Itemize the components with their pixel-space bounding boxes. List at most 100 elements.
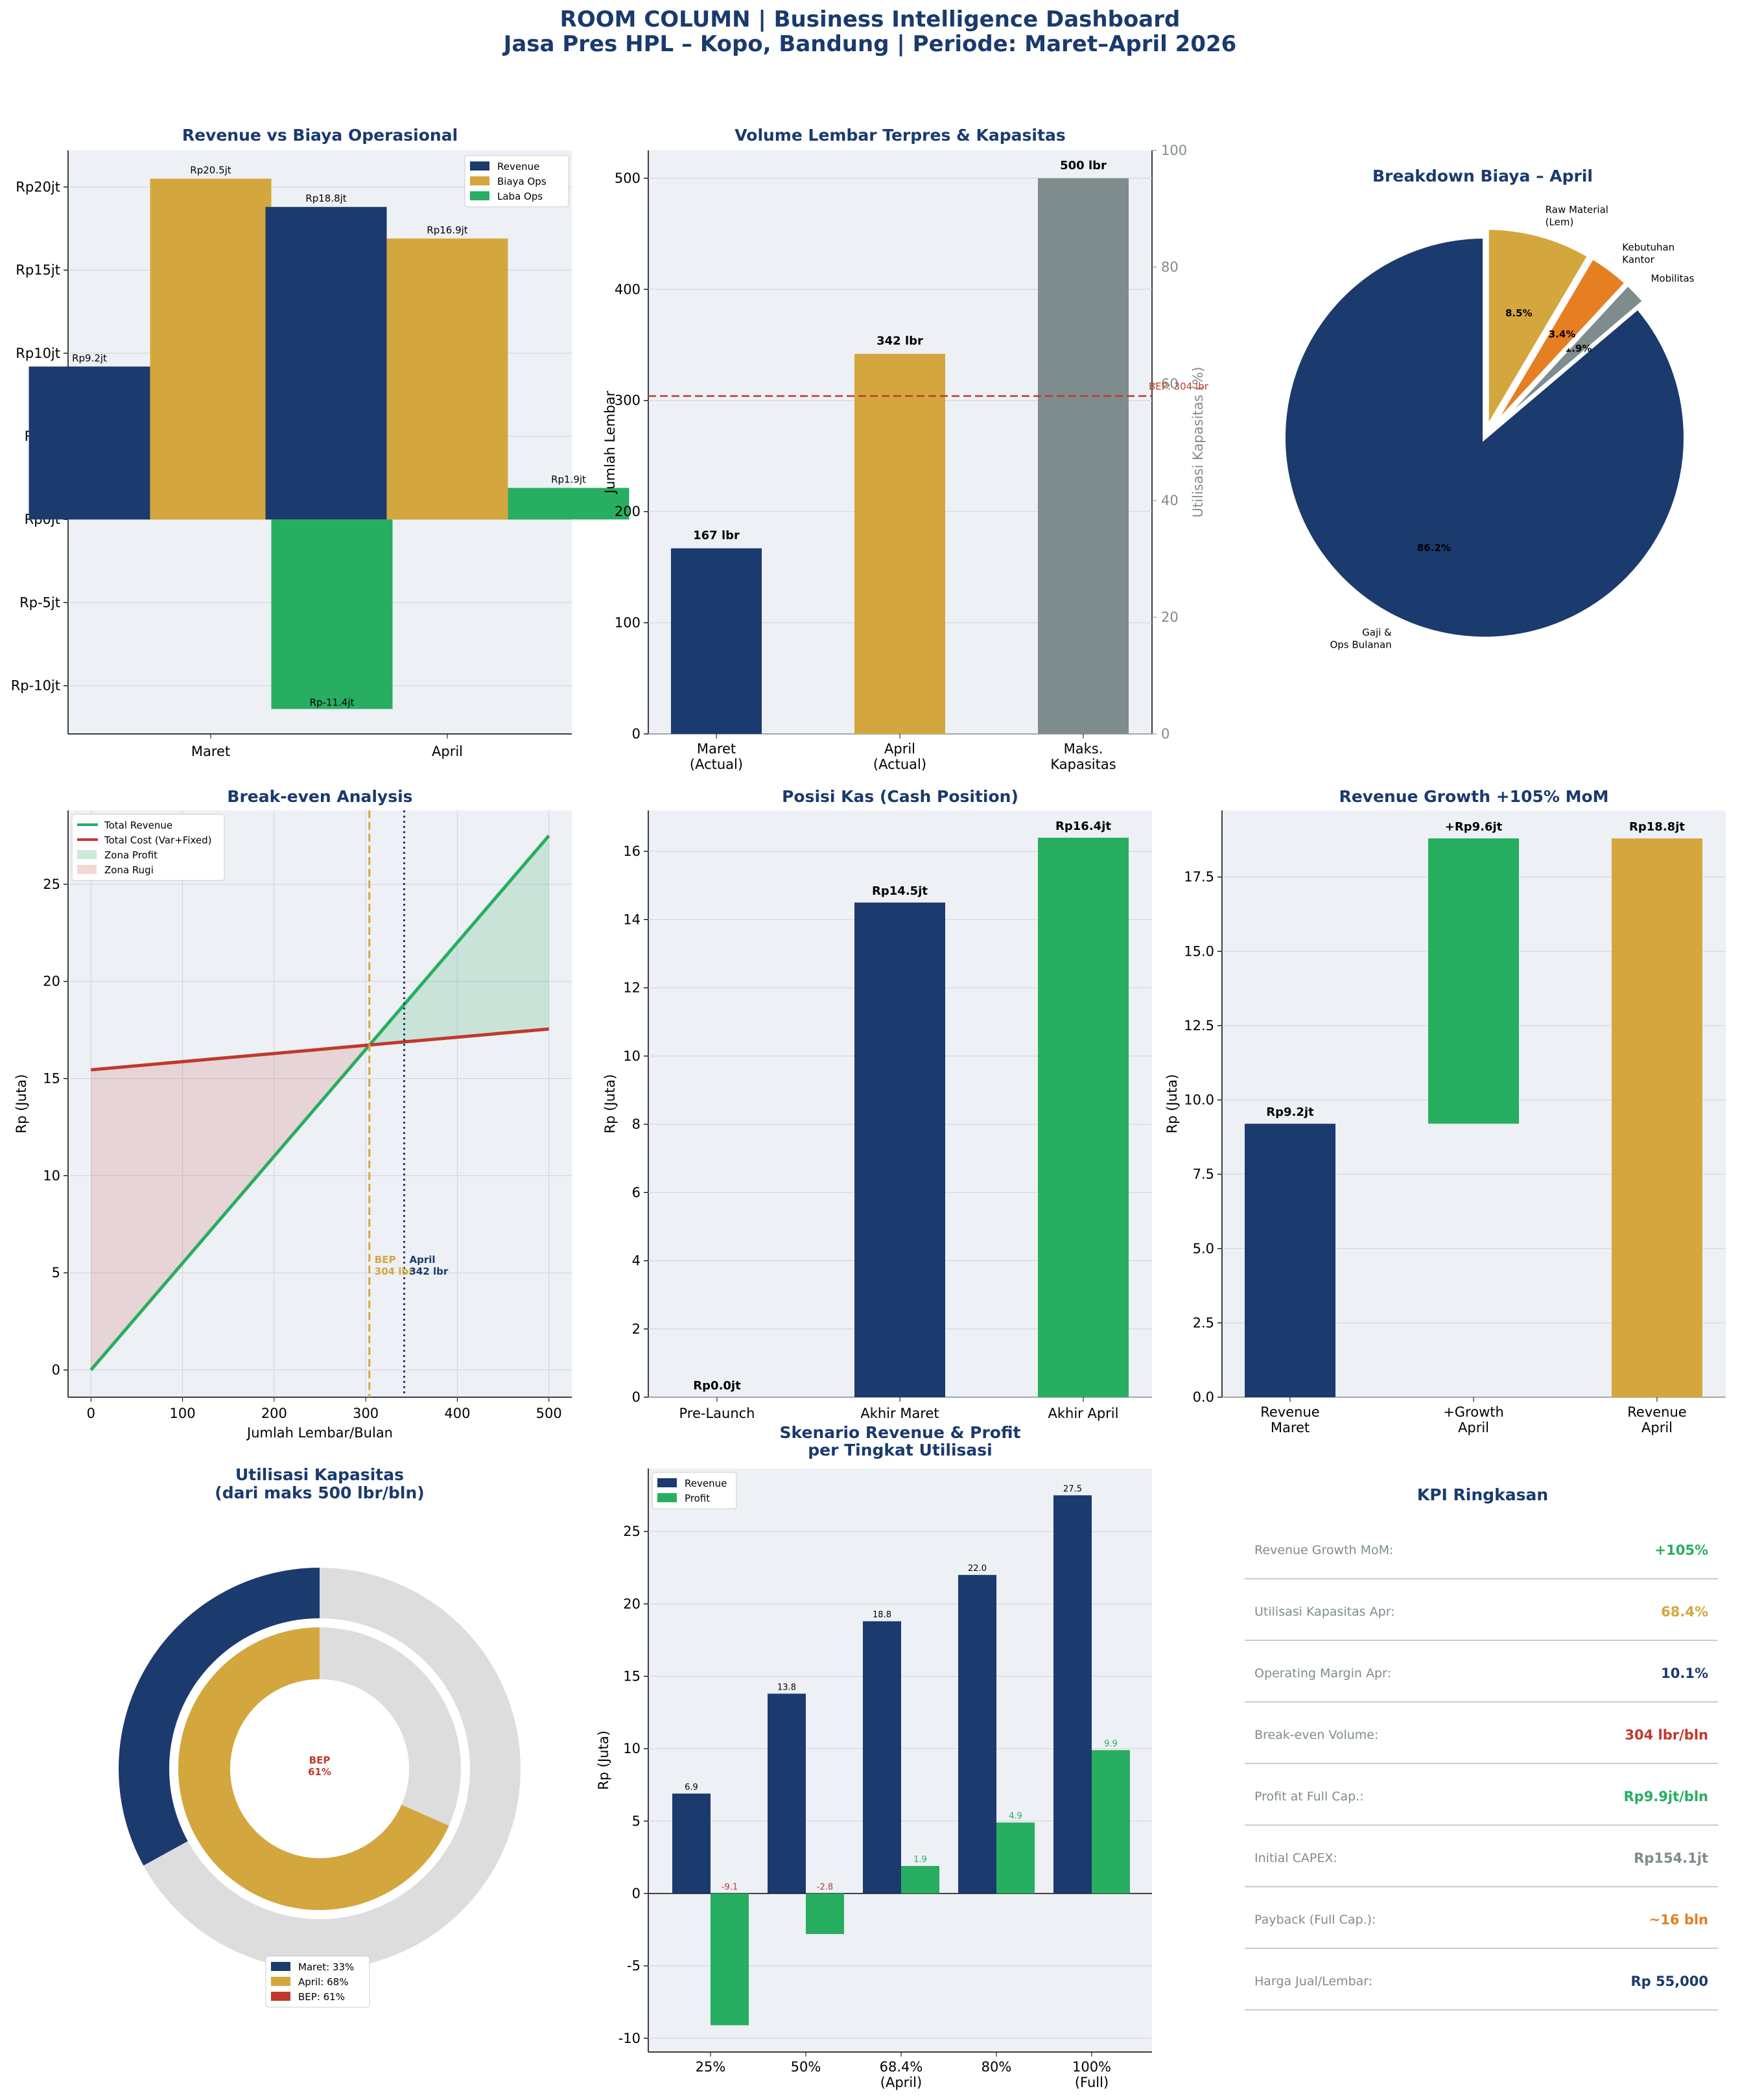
y-tick-label: 300 bbox=[615, 393, 641, 408]
x-tick-label: Revenue April bbox=[1627, 1404, 1686, 1435]
pie-slice-label: Mobilitas bbox=[1651, 273, 1694, 285]
y-tick-label: -10 bbox=[618, 2031, 641, 2046]
chart-title: Posisi Kas (Cash Position) bbox=[782, 787, 1018, 806]
bar-value-label: 342 lbr bbox=[876, 335, 923, 348]
dashboard-subtitle: Jasa Pres HPL – Kopo, Bandung | Periode:… bbox=[503, 31, 1237, 57]
pie-slice-label: Gaji & Ops Bulanan bbox=[1330, 626, 1392, 650]
pie-percent-label: 1.9% bbox=[1565, 343, 1592, 355]
bar-value-label: Rp0.0jt bbox=[693, 1379, 741, 1393]
y-axis-label: Jumlah Lembar bbox=[602, 391, 618, 495]
legend-label: Revenue bbox=[685, 1478, 727, 1489]
cash-bar bbox=[1038, 838, 1129, 1397]
y2-tick-label: 0 bbox=[1161, 726, 1170, 742]
kpi-title: KPI Ringkasan bbox=[1417, 1485, 1548, 1504]
y-tick-label: Rp10jt bbox=[16, 346, 60, 361]
y-tick-label: Rp-5jt bbox=[19, 595, 60, 610]
x-tick-label: 100 bbox=[170, 1406, 196, 1421]
y2-tick-label: 20 bbox=[1161, 609, 1179, 625]
legend-label: Total Revenue bbox=[104, 820, 172, 831]
x-tick-label: 400 bbox=[444, 1406, 470, 1421]
legend-label: Total Cost (Var+Fixed) bbox=[104, 834, 212, 846]
kpi-label: Operating Margin Apr: bbox=[1254, 1666, 1391, 1681]
legend-box bbox=[265, 1955, 370, 2008]
center-label: BEP 61% bbox=[308, 1754, 331, 1778]
legend-label: Maret: 33% bbox=[298, 1961, 354, 1973]
x-tick-label: 80% bbox=[982, 2059, 1012, 2075]
volume-capacity-chart: Volume Lembar Terpres & Kapasitas0100200… bbox=[602, 126, 1209, 772]
legend-swatch bbox=[77, 850, 97, 859]
y-tick-label: 4 bbox=[632, 1253, 641, 1269]
legend-label: Laba Ops bbox=[497, 191, 543, 202]
volume-bar bbox=[1038, 178, 1129, 734]
bep-label: BEP: 304 lbr bbox=[1149, 381, 1209, 392]
x-tick-label: Maret (Actual) bbox=[690, 741, 743, 772]
bar-value-label: Rp9.2jt bbox=[72, 352, 107, 364]
legend-swatch bbox=[657, 1478, 677, 1487]
legend-box bbox=[71, 814, 225, 881]
x-tick-label: April (Actual) bbox=[873, 741, 926, 772]
legend-swatch bbox=[657, 1493, 677, 1502]
y2-tick-label: 40 bbox=[1161, 493, 1179, 508]
chart-title: Skenario Revenue & Profit per Tingkat Uti… bbox=[780, 1423, 1021, 1459]
y2-axis-label: Utilisasi Kapasitas (%) bbox=[1190, 367, 1206, 518]
y2-tick-label: 80 bbox=[1161, 259, 1179, 275]
scenario-bar-profit bbox=[901, 1866, 939, 1894]
legend-box bbox=[464, 155, 569, 207]
x-tick-label: 300 bbox=[353, 1406, 379, 1421]
y-tick-label: 0.0 bbox=[1193, 1389, 1214, 1405]
bar-value-label: -2.8 bbox=[817, 1882, 833, 1892]
kpi-label: Harga Jual/Lembar: bbox=[1254, 1974, 1372, 1988]
x-tick-label: +Growth April bbox=[1443, 1404, 1504, 1435]
chart-title: Revenue Growth +105% MoM bbox=[1339, 787, 1608, 806]
y-tick-label: 500 bbox=[615, 171, 641, 186]
revenue-growth-chart: Revenue Growth +105% MoM 0.0 2.5 5.0 7.5 10.0… bbox=[1164, 787, 1726, 1435]
kpi-label: Break-even Volume: bbox=[1254, 1728, 1378, 1742]
y-tick-label: 5.0 bbox=[1193, 1241, 1214, 1256]
bar-value-label: 167 lbr bbox=[693, 529, 740, 543]
bar-value-label: Rp20.5jt bbox=[190, 165, 231, 176]
pie-slice-label: Raw Material (Lem) bbox=[1546, 204, 1608, 228]
bar-value-label: Rp9.2jt bbox=[1266, 1105, 1314, 1119]
legend-label: Biaya Ops bbox=[497, 176, 547, 187]
bar-revenue bbox=[29, 366, 150, 520]
scenario-bar-revenue bbox=[863, 1621, 901, 1894]
kpi-label: Initial CAPEX: bbox=[1254, 1851, 1337, 1865]
y2-tick-label: 100 bbox=[1161, 143, 1187, 158]
kpi-label: Utilisasi Kapasitas Apr: bbox=[1254, 1605, 1395, 1619]
x-tick-label: 0 bbox=[87, 1406, 95, 1421]
chart-title: Breakdown Biaya – April bbox=[1372, 167, 1593, 185]
legend-label: Zona Profit bbox=[104, 849, 158, 861]
kpi-summary-panel: KPI Ringkasan Revenue Growth MoM: +105% Uti… bbox=[1245, 1485, 1718, 2011]
y-tick-label: 8 bbox=[632, 1116, 641, 1132]
pie-slice bbox=[1282, 234, 1687, 641]
legend-label: Profit bbox=[685, 1492, 710, 1504]
y-tick-label: 100 bbox=[615, 615, 641, 631]
legend-swatch bbox=[77, 865, 97, 874]
y-tick-label: 5 bbox=[52, 1265, 60, 1280]
x-tick-label: 25% bbox=[696, 2059, 726, 2075]
kpi-value: Rp154.1jt bbox=[1634, 1850, 1708, 1866]
bar-value-label: 6.9 bbox=[685, 1782, 698, 1792]
revenue-vs-cost-chart: Revenue vs Biaya Operasional Rp-10jt Rp-5j… bbox=[11, 126, 629, 759]
y-tick-label: 12.5 bbox=[1184, 1018, 1214, 1033]
bar-value-label: Rp1.9jt bbox=[551, 474, 586, 486]
bar-revenue bbox=[265, 207, 387, 520]
scenario-bar-profit bbox=[1092, 1750, 1130, 1894]
x-tick-label: Pre-Launch bbox=[679, 1406, 755, 1421]
scenario-bar-revenue bbox=[672, 1793, 711, 1894]
kpi-label: Revenue Growth MoM: bbox=[1254, 1543, 1393, 1557]
bar-value-label: -9.1 bbox=[722, 1882, 738, 1892]
kpi-label: Profit at Full Cap.: bbox=[1254, 1789, 1364, 1804]
y-tick-label: 14 bbox=[623, 912, 641, 927]
y-axis-label: Rp (Juta) bbox=[596, 1730, 611, 1790]
bar-value-label: Rp16.4jt bbox=[1055, 820, 1111, 833]
growth-bar bbox=[1612, 838, 1702, 1397]
kpi-value: ~16 bln bbox=[1649, 1912, 1708, 1928]
bar-biaya-ops bbox=[150, 178, 272, 520]
x-tick-label: Maks. Kapasitas bbox=[1050, 741, 1116, 772]
break-even-chart: Break-even Analysis 0 100 200 300 400 500 0 5 10 1… bbox=[14, 787, 572, 1441]
y-tick-label: Rp20jt bbox=[16, 179, 60, 195]
y-tick-label: Rp15jt bbox=[16, 263, 60, 278]
capacity-utilization-donut: Utilisasi Kapasitas (dari maks 500 lbr/bl… bbox=[118, 1465, 521, 2008]
y-tick-label: 0 bbox=[632, 726, 641, 742]
